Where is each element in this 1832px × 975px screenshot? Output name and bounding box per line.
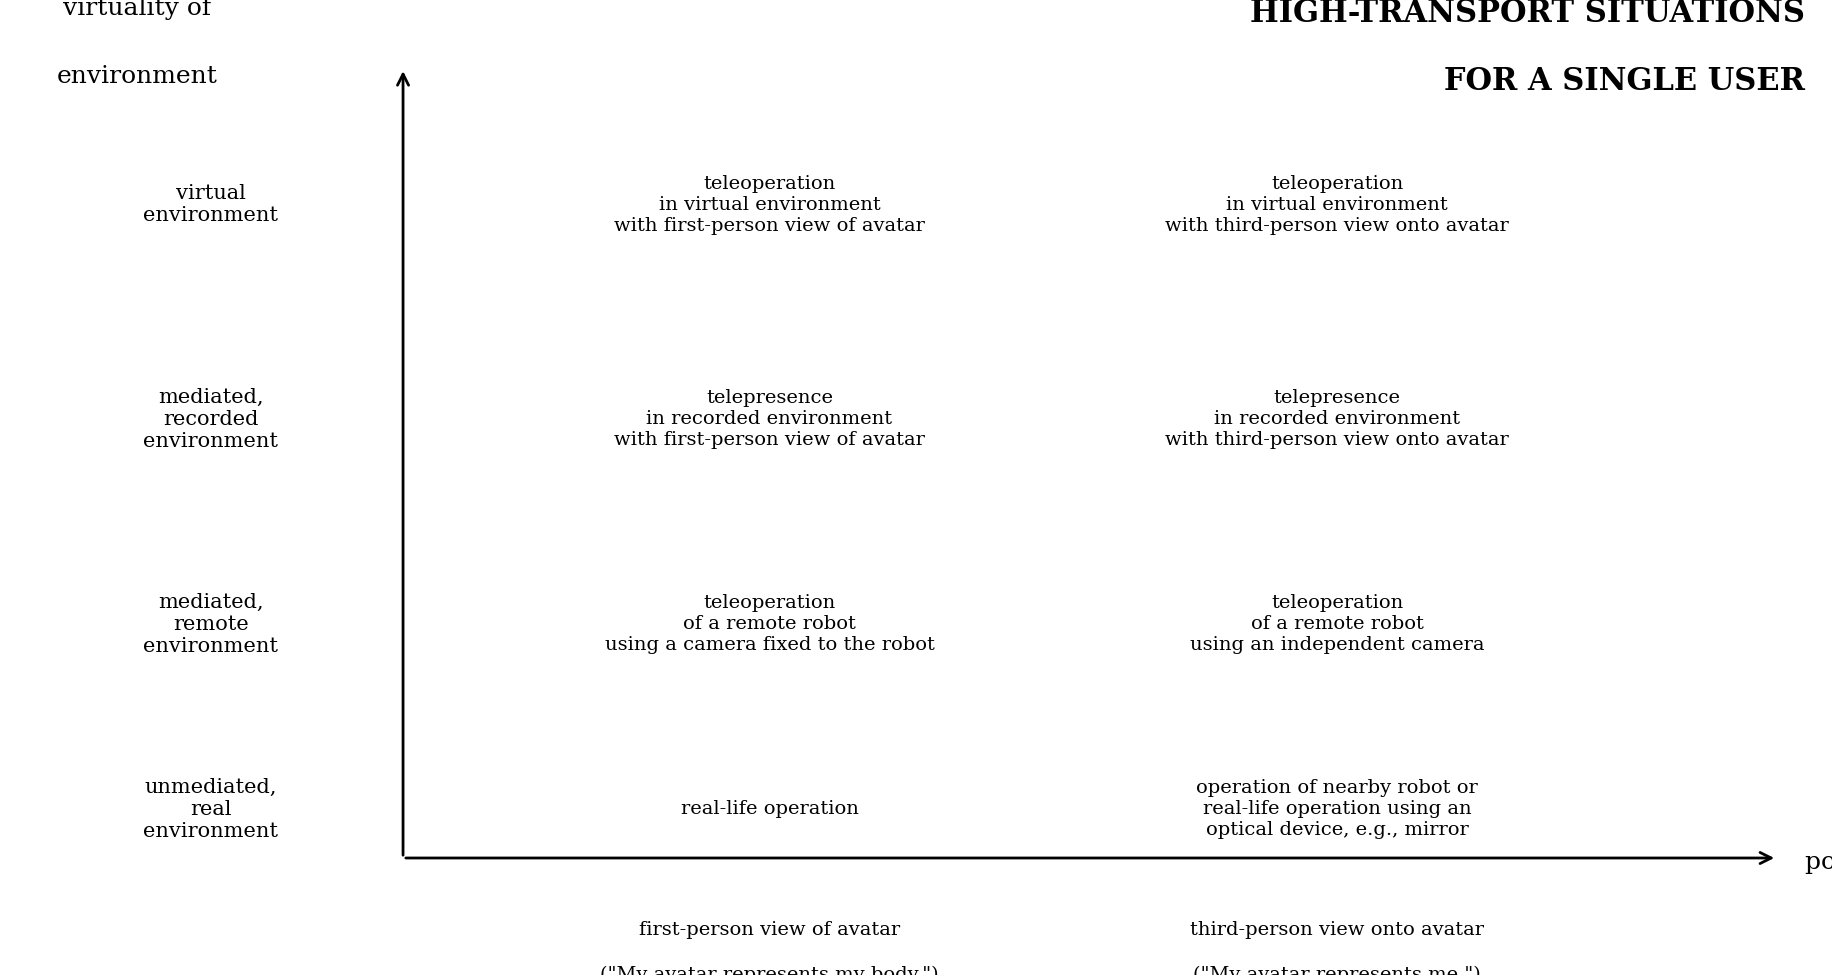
Text: mediated,
recorded
environment: mediated, recorded environment <box>143 388 278 450</box>
Text: teleoperation
of a remote robot
using an independent camera: teleoperation of a remote robot using an… <box>1191 594 1484 654</box>
Text: environment: environment <box>57 64 218 88</box>
Text: telepresence
in recorded environment
with first-person view of avatar: telepresence in recorded environment wit… <box>614 389 925 449</box>
Text: teleoperation
of a remote robot
using a camera fixed to the robot: teleoperation of a remote robot using a … <box>605 594 934 654</box>
Text: telepresence
in recorded environment
with third-person view onto avatar: telepresence in recorded environment wit… <box>1165 389 1510 449</box>
Text: point of view: point of view <box>1805 851 1832 875</box>
Text: first-person view of avatar: first-person view of avatar <box>639 921 900 939</box>
Text: teleoperation
in virtual environment
with first-person view of avatar: teleoperation in virtual environment wit… <box>614 175 925 235</box>
Text: teleoperation
in virtual environment
with third-person view onto avatar: teleoperation in virtual environment wit… <box>1165 175 1510 235</box>
Text: HIGH-TRANSPORT SITUATIONS: HIGH-TRANSPORT SITUATIONS <box>1249 0 1805 29</box>
Text: virtuality of: virtuality of <box>64 0 211 20</box>
Text: mediated,
remote
environment: mediated, remote environment <box>143 593 278 655</box>
Text: FOR A SINGLE USER: FOR A SINGLE USER <box>1444 66 1805 98</box>
Text: ("My avatar represents me."): ("My avatar represents me.") <box>1193 965 1482 975</box>
Text: real-life operation: real-life operation <box>680 800 859 818</box>
Text: operation of nearby robot or
real-life operation using an
optical device, e.g., : operation of nearby robot or real-life o… <box>1196 779 1478 839</box>
Text: third-person view onto avatar: third-person view onto avatar <box>1191 921 1484 939</box>
Text: ("My avatar represents my body."): ("My avatar represents my body.") <box>601 965 938 975</box>
Text: unmediated,
real
environment: unmediated, real environment <box>143 778 278 840</box>
Text: virtual
environment: virtual environment <box>143 184 278 225</box>
